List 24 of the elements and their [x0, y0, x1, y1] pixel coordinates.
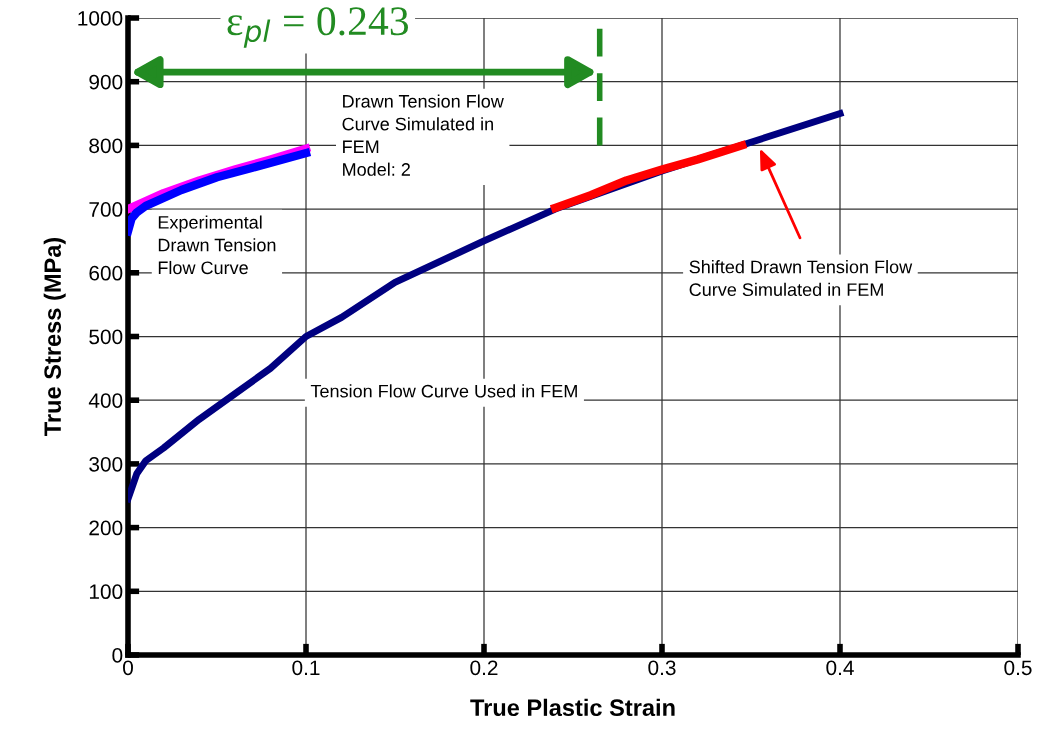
annotation: Tension Flow Curve Used in FEM — [310, 384, 577, 398]
annotation: Shifted Drawn Tension Flow Curve Simulated in FEM — [689, 260, 913, 297]
y-axis-title: True Stress (MPa) — [43, 237, 66, 436]
x-tick-label: 0.2 — [470, 660, 498, 676]
x-tick-label: 0.5 — [1004, 660, 1032, 676]
annotation: Experimental Drawn Tension Flow Curve — [158, 215, 276, 275]
x-tick-label: 0.1 — [292, 660, 320, 676]
y-tick-label: 1000 — [78, 11, 123, 26]
y-tick-label: 900 — [89, 74, 123, 90]
y-tick-label: 300 — [89, 456, 123, 472]
y-tick-label: 800 — [89, 138, 123, 154]
y-tick-label: 600 — [89, 265, 123, 281]
y-tick-label: 400 — [88, 393, 123, 408]
y-tick-label: 100 — [89, 584, 123, 600]
x-tick-label: 0 — [123, 660, 133, 676]
annotation: Drawn Tension Flow Curve Simulated in FEM Model: 2 — [342, 94, 504, 176]
x-tick-label: 0.4 — [826, 660, 854, 676]
x-tick-label: 0.3 — [648, 660, 676, 676]
x-axis-title: True Plastic Strain — [470, 698, 675, 717]
annotation: ε$_{pl}$ = 0.243 — [227, 7, 409, 48]
y-tick-label: 0 — [112, 648, 123, 663]
y-tick-label: 200 — [89, 520, 123, 536]
y-tick-label: 700 — [89, 202, 123, 217]
y-tick-label: 500 — [89, 329, 123, 345]
